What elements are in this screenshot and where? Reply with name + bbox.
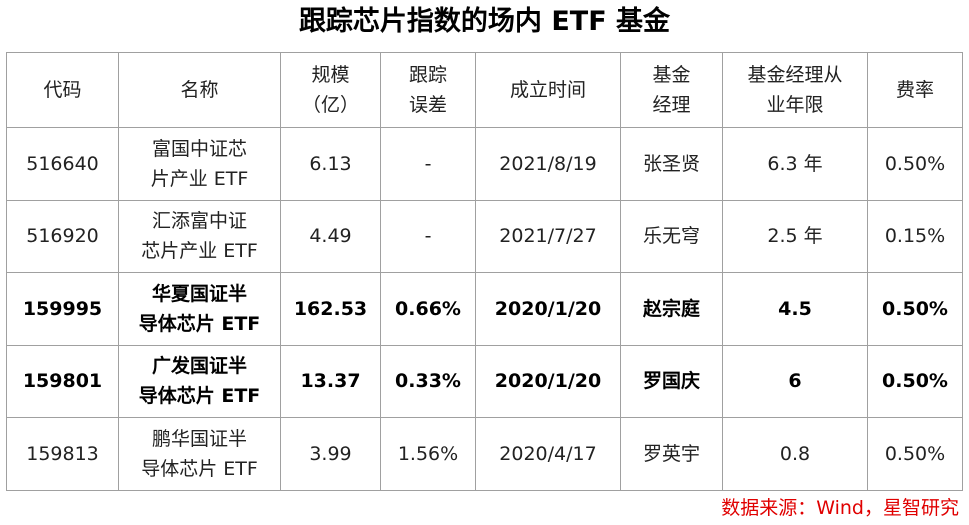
table-cell: 516920 [6, 199, 119, 273]
table-cell: 2020/4/17 [475, 417, 621, 491]
table-cell: 2020/1/20 [475, 272, 621, 346]
table-row: 159813 鹏华国证半 导体芯片 ETF 3.99 1.56% 2020/4/17 罗英宇… [6, 417, 963, 491]
cell-line: 导体芯片 ETF [138, 385, 261, 408]
cell-line: 广发国证半 [151, 355, 247, 378]
header-cell: 跟踪 误差 [380, 52, 476, 128]
cell-line: 芯片产业 ETF [141, 240, 258, 263]
table-cell: 3.99 [280, 417, 381, 491]
table-cell: 华夏国证半导体芯片 ETF [118, 272, 281, 346]
table-cell: 516640 [6, 127, 119, 201]
header-cell: 基金 经理 [620, 52, 723, 128]
header-row: 代码 名称 规模 （亿） 跟踪 误差 成立时间 基金 经理 基金经理从 业年限 费率 [6, 52, 963, 128]
table-body: 516640 富国中证芯 片产业 ETF 6.13-2021/8/19 张圣贤 6.3 年… [6, 127, 963, 491]
table-cell: 0.50% [867, 127, 963, 201]
table-cell: 赵宗庭 [620, 272, 723, 346]
table-cell: 159813 [6, 417, 119, 491]
header-cell: 代码 [6, 52, 119, 128]
cell-line: 规模 [311, 64, 350, 86]
table-cell: 罗国庆 [620, 344, 723, 418]
table-cell: 广发国证半导体芯片 ETF [118, 344, 281, 418]
header-cell: 名称 [118, 52, 281, 128]
cell-line: 误差 [408, 94, 447, 116]
cell-line: 片产业 ETF [150, 167, 249, 190]
table-cell: 0.66% [380, 272, 476, 346]
table-cell: 鹏华国证半导体芯片 ETF [118, 417, 281, 491]
table-cell: 富国中证芯片产业 ETF [118, 127, 281, 201]
table-cell: 2.5 年 [722, 199, 868, 273]
cell-line: 导体芯片 ETF [141, 457, 258, 480]
table-cell: 0.33% [380, 344, 476, 418]
table-cell: - [380, 127, 476, 201]
table-cell: 0.15% [867, 199, 963, 273]
cell-line: 名称 [180, 79, 219, 101]
table-cell: 6 [722, 344, 868, 418]
table-cell: 6.3 年 [722, 127, 868, 201]
table-cell: 汇添富中证芯片产业 ETF [118, 199, 281, 273]
table-cell: 4.49 [280, 199, 381, 273]
cell-line: 代码 [43, 79, 82, 101]
table-cell: 159801 [6, 344, 119, 418]
table-cell: 罗英宇 [620, 417, 723, 491]
table-cell: 乐无穹 [620, 199, 723, 273]
cell-line: 基金 [652, 64, 691, 86]
cell-line: 华夏国证半 [151, 282, 247, 305]
cell-line: 汇添富中证 [151, 210, 247, 233]
table-cell: 0.8 [722, 417, 868, 491]
table-row: 159801 广发国证半 导体芯片 ETF 13.37 0.33% 2020/1/20 罗国… [6, 344, 963, 418]
header-cell: 规模 （亿） [280, 52, 381, 128]
table-cell: 159995 [6, 272, 119, 346]
cell-line: 基金经理从 [747, 64, 843, 86]
table-cell: 1.56% [380, 417, 476, 491]
fund-table: 代码 名称 规模 （亿） 跟踪 误差 成立时间 基金 经理 基金经理从 业年限 费率 516640 富国… [6, 52, 963, 491]
table-row: 516920 汇添富中证 芯片产业 ETF 4.49-2021/7/27 乐无穹 2.5 … [6, 199, 963, 273]
cell-line: 费率 [895, 79, 934, 101]
cell-line: 经理 [652, 94, 691, 116]
table-cell: 0.50% [867, 272, 963, 346]
table-cell: 4.5 [722, 272, 868, 346]
table-cell: 2021/7/27 [475, 199, 621, 273]
header-cell: 费率 [867, 52, 963, 128]
table-cell: 张圣贤 [620, 127, 723, 201]
cell-line: 富国中证芯 [151, 137, 247, 160]
cell-line: 跟踪 [408, 64, 447, 86]
cell-line: 成立时间 [509, 79, 586, 101]
source-note: 数据来源：Wind，星智研究 [721, 497, 959, 519]
table-row: 159995 华夏国证半 导体芯片 ETF 162.53 0.66% 2020/1/20 赵… [6, 272, 963, 346]
table-cell: 2021/8/19 [475, 127, 621, 201]
cell-line: 导体芯片 ETF [138, 312, 261, 335]
table-cell: 13.37 [280, 344, 381, 418]
cell-line: （亿） [301, 94, 359, 116]
table-cell: 2020/1/20 [475, 344, 621, 418]
cell-line: 业年限 [766, 94, 824, 116]
cell-line: 鹏华国证半 [151, 427, 247, 450]
header-cell: 基金经理从 业年限 [722, 52, 868, 128]
table-row: 516640 富国中证芯 片产业 ETF 6.13-2021/8/19 张圣贤 6.3 年… [6, 127, 963, 201]
table-cell: 0.50% [867, 417, 963, 491]
table-cell: 162.53 [280, 272, 381, 346]
header-cell: 成立时间 [475, 52, 621, 128]
title: 跟踪芯片指数的场内 ETF 基金 [298, 6, 671, 37]
table-cell: 0.50% [867, 344, 963, 418]
table-cell: - [380, 199, 476, 273]
table-cell: 6.13 [280, 127, 381, 201]
